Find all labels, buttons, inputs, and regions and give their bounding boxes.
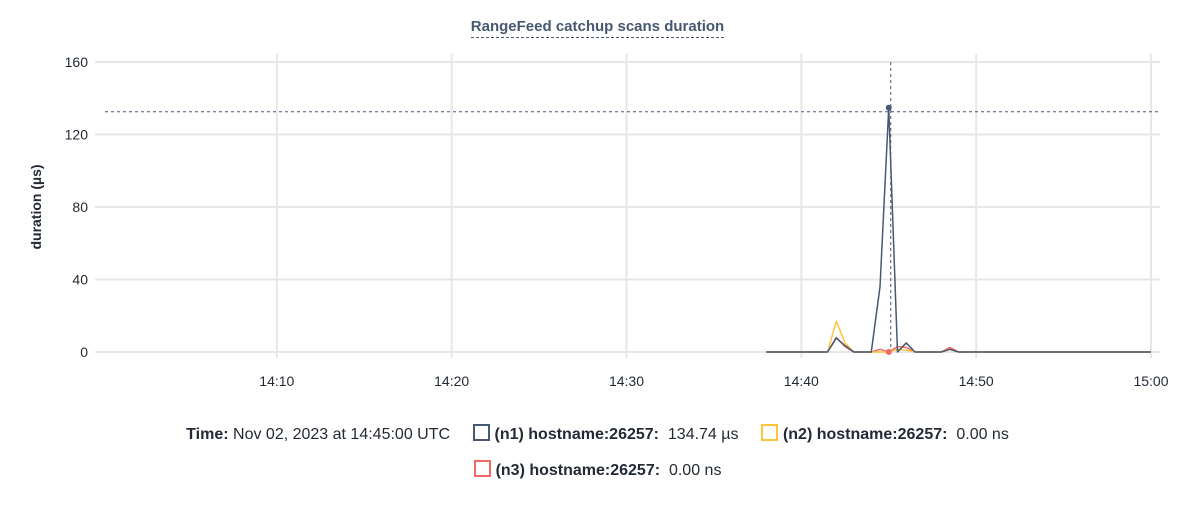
y-tick-label: 80	[72, 199, 88, 215]
hover-point-n1	[885, 104, 892, 111]
x-tick-label: 14:50	[959, 373, 994, 389]
legend-value: 0.00 ns	[668, 462, 722, 479]
chart-title-wrap: RangeFeed catchup scans duration	[0, 18, 1195, 38]
legend-swatch	[472, 424, 490, 441]
legend-row-1: Time: Nov 02, 2023 at 14:45:00 UTC (n1) …	[0, 424, 1195, 444]
x-tick-label: 15:00	[1133, 373, 1168, 389]
y-tick-label: 0	[80, 344, 88, 360]
x-tick-label: 14:20	[434, 373, 469, 389]
legend-label: (n1) hostname:26257:	[494, 426, 660, 443]
chart-plot[interactable]: 0 40 80 120 160 14:10 14:20 14:30 14:40 14:50 15:0…	[0, 0, 1195, 400]
series-line	[766, 320, 1151, 353]
x-tick-label: 14:40	[784, 373, 819, 389]
y-axis-label: duration (µs)	[28, 164, 44, 249]
legend-time: Time: Nov 02, 2023 at 14:45:00 UTC	[186, 426, 450, 444]
time-label: Time:	[186, 426, 229, 443]
legend-value: 134.74 µs	[667, 426, 739, 443]
chart-title[interactable]: RangeFeed catchup scans duration	[470, 18, 725, 38]
y-tick-label: 160	[65, 54, 89, 70]
legend-item-n1[interactable]: (n1) hostname:26257: 134.74 µs	[472, 424, 739, 444]
series-line	[766, 107, 1151, 353]
legend-value: 0.00 ns	[956, 426, 1009, 443]
y-tick-label: 120	[65, 127, 89, 143]
x-tick-label: 14:10	[259, 373, 294, 389]
series-line	[766, 336, 1151, 353]
legend-label: (n3) hostname:26257:	[495, 462, 661, 479]
x-tick-label: 14:30	[609, 373, 644, 389]
legend-item-n3[interactable]: (n3) hostname:26257: 0.00 ns	[473, 460, 722, 480]
legend-swatch	[760, 424, 778, 441]
time-value: Nov 02, 2023 at 14:45:00 UTC	[233, 426, 451, 443]
legend-row-2: (n3) hostname:26257: 0.00 ns	[0, 460, 1195, 480]
legend-label: (n2) hostname:26257:	[782, 426, 948, 443]
y-tick-label: 40	[72, 272, 88, 288]
hover-point-n3	[885, 349, 892, 355]
legend-swatch	[473, 460, 491, 477]
legend-item-n2[interactable]: (n2) hostname:26257: 0.00 ns	[760, 424, 1009, 444]
